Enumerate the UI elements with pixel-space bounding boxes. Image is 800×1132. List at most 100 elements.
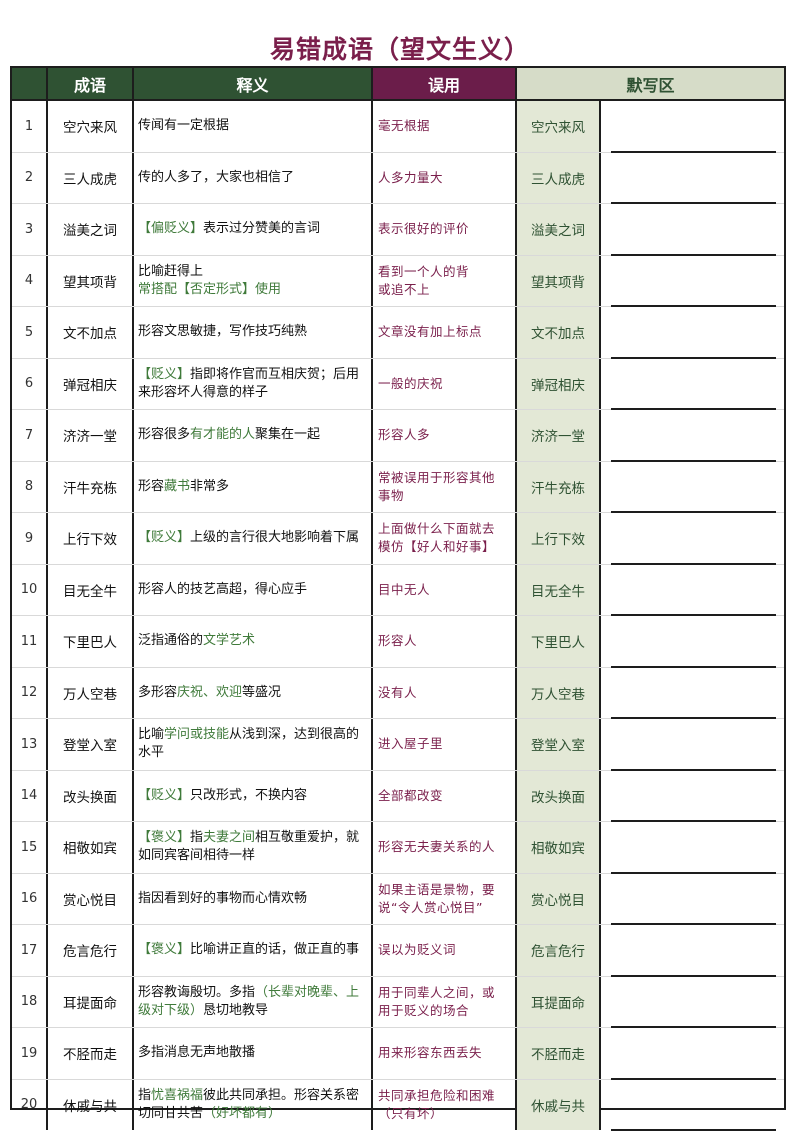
table-row: 3 溢美之词 【偏贬义】表示过分赞美的言词 表示很好的评价 溢美之词 <box>12 204 784 256</box>
dictation-prompt: 危言危行 <box>515 925 599 976</box>
idiom-cell: 弹冠相庆 <box>46 358 132 409</box>
dictation-write-area[interactable] <box>599 1079 784 1131</box>
meaning-text: 彼此共同承担。形容关系密切同甘共苦 <box>138 1087 360 1121</box>
meaning-cell: 形容文思敏捷，写作技巧纯熟 <box>132 307 371 358</box>
meaning-cell: 形容很多有才能的人聚集在一起 <box>132 410 371 461</box>
misuse-cell: 进入屋子里 <box>371 719 515 770</box>
meaning-highlight: 常搭配【否定形式】使用 <box>138 281 282 297</box>
misuse-cell: 看到一个人的背 或追不上 <box>371 255 515 306</box>
dictation-write-area[interactable] <box>599 204 784 256</box>
dictation-write-area[interactable] <box>599 564 784 616</box>
dictation-write-area[interactable] <box>599 822 784 874</box>
page-title: 易错成语（望文生义） <box>269 35 530 64</box>
dictation-write-area[interactable] <box>599 255 784 307</box>
dictation-write-area[interactable] <box>599 513 784 565</box>
table-row: 17 危言危行 【褒义】比喻讲正直的话，做正直的事 误以为贬义词 危言危行 <box>12 925 784 977</box>
header-dictation: 默写区 <box>515 68 784 99</box>
meaning-cell: 泛指通俗的文学艺术 <box>132 616 371 667</box>
idiom-cell: 空穴来风 <box>46 101 132 152</box>
table-row: 10 目无全牛 形容人的技艺高超，得心应手 目中无人 目无全牛 <box>12 564 784 616</box>
dictation-write-area[interactable] <box>599 1028 784 1080</box>
idiom-cell: 赏心悦目 <box>46 873 132 924</box>
row-number: 12 <box>20 685 38 701</box>
write-line <box>611 1077 776 1080</box>
meaning-cell: 形容人的技艺高超，得心应手 <box>132 564 371 615</box>
misuse-text: 表示很好的评价 <box>378 221 470 237</box>
meaning-text: 形容人的技艺高超，得心应手 <box>138 581 308 597</box>
meaning-highlight: 忧喜祸福 <box>151 1087 204 1103</box>
meaning-highlight: 文学艺术 <box>203 633 256 649</box>
dictation-write-area[interactable] <box>599 358 784 410</box>
row-number: 2 <box>24 170 34 186</box>
write-line <box>611 717 776 719</box>
table-row: 2 三人成虎 传的人多了，大家也相信了 人多力量大 三人成虎 <box>12 152 784 204</box>
write-line <box>611 768 776 771</box>
meaning-highlight: 夫妻之间 <box>203 830 256 846</box>
meaning-cell: 【褒义】比喻讲正直的话，做正直的事 <box>132 925 371 976</box>
meaning-text: 上级的言行很大地影响着下属 <box>190 530 360 546</box>
dictation-write-area[interactable] <box>599 461 784 513</box>
row-number: 11 <box>20 633 38 649</box>
misuse-text: 如果主语是景物，要 说“令人赏心悦目” <box>378 881 496 915</box>
table-row: 9 上行下效 【贬义】上级的言行很大地影响着下属 上面做什么下面就去 模仿【好人和好事… <box>12 513 784 565</box>
misuse-cell: 共同承担危险和困难 （只有坏） <box>371 1079 515 1130</box>
dictation-write-area[interactable] <box>599 719 784 771</box>
meaning-highlight: （长辈对晚辈、上级对下级） <box>138 984 360 1018</box>
row-number: 6 <box>24 376 34 392</box>
row-number: 13 <box>20 736 38 752</box>
dictation-write-area[interactable] <box>599 770 784 822</box>
dictation-prompt: 不胫而走 <box>515 1028 599 1079</box>
meaning-text: 指 <box>190 830 204 846</box>
write-line <box>611 1026 776 1028</box>
dictation-write-area[interactable] <box>599 616 784 668</box>
meaning-highlight: 藏书 <box>164 478 191 494</box>
dictation-write-area[interactable] <box>599 873 784 925</box>
dictation-write-area[interactable] <box>599 410 784 462</box>
misuse-text: 没有人 <box>378 684 418 700</box>
meaning-text: 传的人多了，大家也相信了 <box>138 169 295 185</box>
table-row: 8 汗牛充栋 形容藏书非常多 常被误用于形容其他 事物 汗牛充栋 <box>12 461 784 513</box>
dictation-prompt: 下里巴人 <box>515 616 599 667</box>
misuse-cell: 毫无根据 <box>371 101 515 152</box>
meaning-text: 指即将作官而互相庆贺；后用来形容坏人得意的样子 <box>138 366 360 400</box>
misuse-text: 文章没有加上标点 <box>378 324 483 340</box>
dictation-write-area[interactable] <box>599 152 784 204</box>
misuse-text: 用来形容东西丢失 <box>378 1045 483 1061</box>
meaning-text: 恳切地教导 <box>203 1002 269 1018</box>
dictation-write-area[interactable] <box>599 976 784 1028</box>
table-row: 16 赏心悦目 指因看到好的事物而心情欢畅 如果主语是景物，要 说“令人赏心悦目” 赏心… <box>12 873 784 925</box>
dictation-prompt: 三人成虎 <box>515 152 599 203</box>
dictation-write-area[interactable] <box>599 307 784 359</box>
dictation-prompt: 望其项背 <box>515 255 599 306</box>
write-line <box>611 665 776 668</box>
meaning-text: 形容很多 <box>138 427 191 443</box>
meaning-cell: 形容藏书非常多 <box>132 461 371 512</box>
row-number: 14 <box>20 788 38 804</box>
idiom-cell: 上行下效 <box>46 513 132 564</box>
dictation-write-area[interactable] <box>599 925 784 977</box>
meaning-text: 等盛况 <box>242 684 282 700</box>
meaning-text: 形容文思敏捷，写作技巧纯熟 <box>138 324 308 340</box>
misuse-cell: 文章没有加上标点 <box>371 307 515 358</box>
meaning-cell: 【贬义】上级的言行很大地影响着下属 <box>132 513 371 564</box>
idiom-cell: 耳提面命 <box>46 976 132 1027</box>
table-row: 19 不胫而走 多指消息无声地散播 用来形容东西丢失 不胫而走 <box>12 1028 784 1080</box>
write-line <box>611 1129 776 1131</box>
meaning-cell: 指因看到好的事物而心情欢畅 <box>132 873 371 924</box>
meaning-text: 泛指通俗的 <box>138 633 204 649</box>
misuse-text: 目中无人 <box>378 581 431 597</box>
row-number: 19 <box>20 1045 38 1061</box>
dictation-prompt: 济济一堂 <box>515 410 599 461</box>
idiom-cell: 危言危行 <box>46 925 132 976</box>
idiom-cell: 三人成虎 <box>46 152 132 203</box>
dictation-write-area[interactable] <box>599 667 784 719</box>
idiom-cell: 登堂入室 <box>46 719 132 770</box>
dictation-write-area[interactable] <box>599 101 784 153</box>
meaning-text: 从浅到深，达到很高的水平 <box>138 727 360 761</box>
misuse-cell: 误以为贬义词 <box>371 925 515 976</box>
table-row: 5 文不加点 形容文思敏捷，写作技巧纯熟 文章没有加上标点 文不加点 <box>12 307 784 359</box>
meaning-highlight: 【褒义】 <box>138 830 191 846</box>
meaning-text: 比喻赶得上 <box>138 263 204 279</box>
meaning-text: 非常多 <box>190 478 230 494</box>
write-line <box>611 923 776 925</box>
